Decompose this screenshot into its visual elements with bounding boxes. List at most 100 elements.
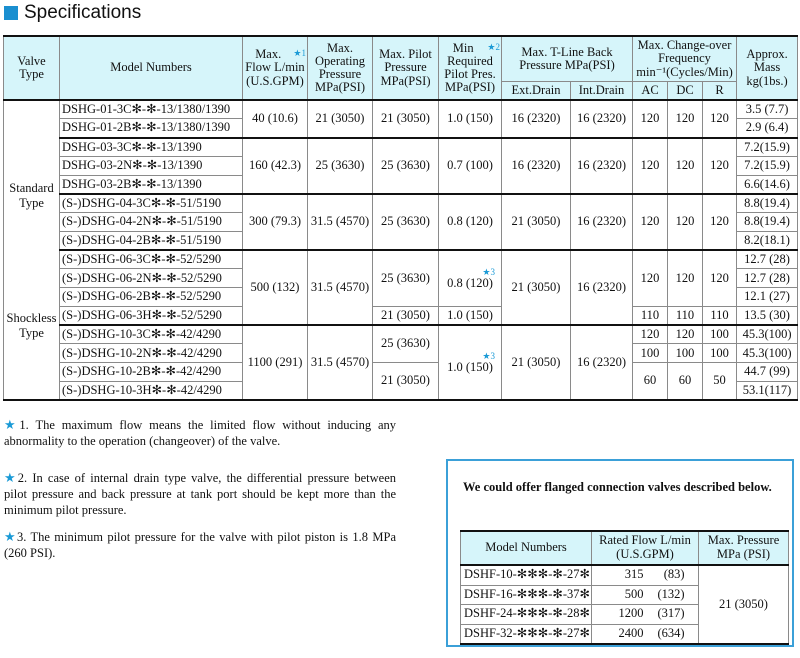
header-tline: Max. T-Line Back Pressure MPa(PSI) xyxy=(500,35,634,82)
table-row: (S-)DSHG-06-3H✻-✻-52/5290 21 (3050) 1.0 … xyxy=(4,305,799,326)
footnote-2: ★2. In case of internal drain type valve… xyxy=(4,470,396,518)
flanged-header-flow: Rated Flow L/min (U.S.GPM) xyxy=(591,530,699,566)
table-row: (S-)DSHG-10-3H✻-✻-42/4290 53.1(117) xyxy=(4,380,799,401)
header-freq: Max. Change-over Frequency min⁻¹(Cycles/… xyxy=(632,35,738,82)
ext-cell: 21 (3050) xyxy=(501,324,571,401)
model-cell: DSHG-03-2B✻-✻-13/1390 xyxy=(59,174,243,195)
min-cell: 0.8 (120) xyxy=(438,192,502,251)
min-value: 1.0 (150) xyxy=(447,359,493,374)
pilot-cell: 25 (3630) xyxy=(372,324,439,363)
table-row: (S-)DSHG-06-2B✻-✻-52/5290 12.1 (27) xyxy=(4,287,799,307)
section-title: Specifications xyxy=(4,2,141,24)
header-flow-text: Max. Flow L/min (U.S.GPM) xyxy=(245,47,305,88)
r-cell: 50 xyxy=(702,362,738,401)
flow-gpm: (634) xyxy=(657,625,685,640)
header-int-drain: Int.Drain xyxy=(569,81,634,101)
flanged-valves-box: We could offer flanged connection valves… xyxy=(446,459,794,647)
star-1-icon: ★1 xyxy=(293,48,306,59)
r-cell: 120 xyxy=(702,99,738,138)
flanged-table: Model Numbers Rated Flow L/min (U.S.GPM)… xyxy=(460,530,789,645)
mass-cell: 45.3(100) xyxy=(736,324,799,345)
op-cell: 21 (3050) xyxy=(307,99,373,138)
pilot-cell: 25 (3630) xyxy=(372,192,439,251)
flanged-flow: 500 (132) xyxy=(591,584,699,605)
flanged-flow: 2400 (634) xyxy=(591,623,699,645)
dc-cell: 110 xyxy=(667,305,704,326)
table-row: (S-)DSHG-06-3C✻-✻-52/5290 500 (132) 31.5… xyxy=(4,248,799,326)
mass-cell: 3.5 (7.7) xyxy=(736,99,799,120)
valve-type-text: Type xyxy=(19,326,44,340)
model-cell: DSHG-03-2N✻-✻-13/1390 xyxy=(59,155,243,176)
flanged-header-model: Model Numbers xyxy=(460,530,592,566)
ac-cell: 100 xyxy=(632,343,669,363)
mass-cell: 13.5 (30) xyxy=(736,305,799,326)
op-cell: 31.5 (4570) xyxy=(307,249,373,326)
int-cell: 16 (2320) xyxy=(569,136,634,195)
title-text: Specifications xyxy=(24,2,142,23)
model-cell: (S-)DSHG-06-3C✻-✻-52/5290 xyxy=(59,249,243,270)
min-cell: 0.7 (100) xyxy=(438,136,502,195)
flow-gpm: (317) xyxy=(657,606,685,621)
r-cell: 120 xyxy=(702,192,738,251)
flow-lpm: 1200 xyxy=(618,606,644,621)
mass-cell: 2.9 (6.4) xyxy=(736,118,799,138)
op-cell: 25 (3630) xyxy=(307,136,373,195)
star-icon: ★ xyxy=(4,470,18,485)
flow-gpm: (83) xyxy=(663,567,685,582)
ac-cell: 120 xyxy=(632,324,669,345)
header-flow: ★1 Max. Flow L/min (U.S.GPM) xyxy=(242,35,308,101)
min-value: 0.8 (120) xyxy=(447,275,493,290)
r-cell: 110 xyxy=(702,305,738,326)
ext-cell: 21 (3050) xyxy=(501,249,571,326)
model-cell: (S-)DSHG-10-3H✻-✻-42/4290 xyxy=(59,380,243,401)
flanged-model: DSHF-16-✻✻✻-✻-37✻ xyxy=(460,584,592,605)
header-ac: AC xyxy=(632,81,669,101)
model-cell: (S-)DSHG-10-3C✻-✻-42/4290 xyxy=(59,324,243,345)
table-row: (S-)DSHG-10-3C✻-✻-42/4290 1100 (291) 31.… xyxy=(4,324,799,401)
model-cell: DSHG-01-3C✻-✻-13/1380/1390 xyxy=(59,99,243,120)
header-dc: DC xyxy=(667,81,704,101)
mass-cell: 45.3(100) xyxy=(736,343,799,363)
mass-cell: 12.7 (28) xyxy=(736,268,799,288)
op-cell: 31.5 (4570) xyxy=(307,324,373,401)
dc-cell: 120 xyxy=(667,136,704,195)
mass-cell: 6.6(14.6) xyxy=(736,174,799,195)
header-mass: Approx. Mass kg(1bs.) xyxy=(736,35,799,101)
flanged-pressure: 21 (3050) xyxy=(698,564,789,645)
model-cell: (S-)DSHG-06-2B✻-✻-52/5290 xyxy=(59,287,243,307)
flanged-message: We could offer flanged connection valves… xyxy=(463,480,772,494)
table-row: (S-)DSHG-04-3C✻-✻-51/5190 300 (79.3) 31.… xyxy=(4,192,799,251)
footnote-text: The minimum pilot pressure for the valve… xyxy=(4,530,397,560)
header-r: R xyxy=(702,81,738,101)
min-cell: 1.0 (150) xyxy=(438,305,502,326)
pilot-cell: 25 (3630) xyxy=(372,248,439,307)
header-min-pilot: ★2 Min Required Pilot Pres. MPa(PSI) xyxy=(438,35,502,101)
model-cell: (S-)DSHG-04-3C✻-✻-51/5190 xyxy=(59,192,243,213)
mass-cell: 44.7 (99) xyxy=(736,362,799,382)
dc-cell: 60 xyxy=(667,362,704,401)
header-valve-type: Valve Type xyxy=(3,35,60,101)
pilot-cell: 21 (3050) xyxy=(372,99,439,138)
min-cell: ★3 1.0 (150) xyxy=(438,324,502,401)
table-row: DSHG-03-3C✻-✻-13/1390 160 (42.3) 25 (363… xyxy=(4,136,799,195)
mass-cell: 53.1(117) xyxy=(736,380,799,401)
r-cell: 120 xyxy=(702,136,738,195)
square-bullet-icon xyxy=(4,6,18,20)
flow-lpm: 500 xyxy=(624,586,644,601)
flow-lpm: 2400 xyxy=(618,625,644,640)
star-icon: ★ xyxy=(4,529,17,544)
ext-cell: 21 (3050) xyxy=(501,192,571,251)
table-row: (S-)DSHG-04-2N✻-✻-51/5190 8.8(19.4) xyxy=(4,212,799,232)
star-icon: ★ xyxy=(4,417,20,432)
flanged-model: DSHF-32-✻✻✻-✻-27✻ xyxy=(460,623,592,645)
flanged-model: DSHF-24-✻✻✻-✻-28✻ xyxy=(460,604,592,625)
valve-type-text: Type xyxy=(19,196,44,210)
mass-cell: 7.2(15.9) xyxy=(736,136,799,157)
int-cell: 16 (2320) xyxy=(569,99,634,138)
pilot-cell: 21 (3050) xyxy=(372,362,439,401)
flanged-row: DSHF-16-✻✻✻-✻-37✻ 500 (132) xyxy=(460,584,789,605)
footnote-number: 1. xyxy=(19,418,29,432)
ac-cell: 120 xyxy=(632,136,669,195)
star-3-icon: ★3 xyxy=(482,266,495,277)
mass-cell: 12.1 (27) xyxy=(736,287,799,307)
